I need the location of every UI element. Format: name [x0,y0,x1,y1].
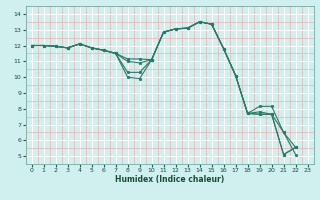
X-axis label: Humidex (Indice chaleur): Humidex (Indice chaleur) [115,175,224,184]
